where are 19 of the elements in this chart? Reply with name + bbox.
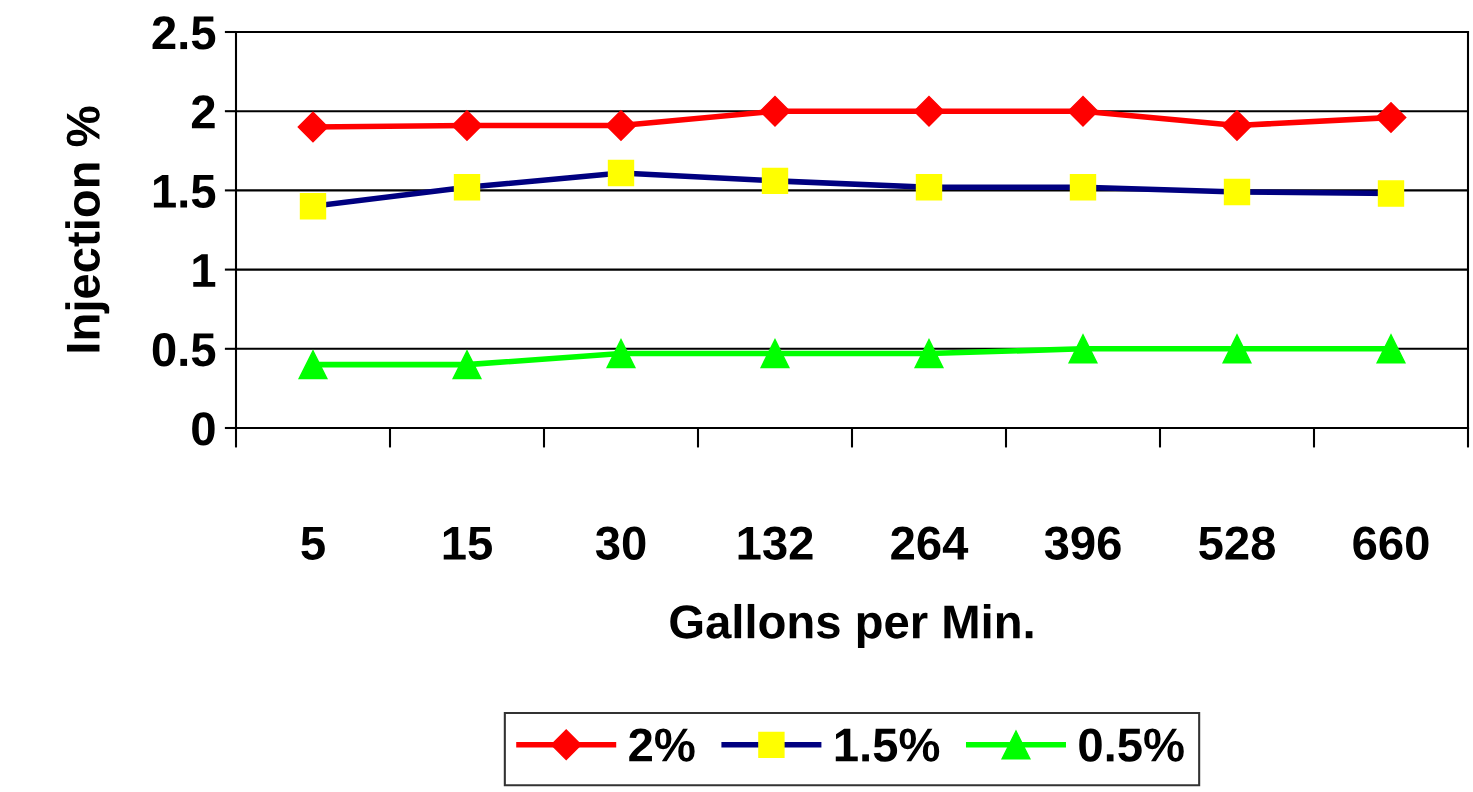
- x-tick-label: 660: [1353, 526, 1429, 560]
- x-tick-label: 396: [1044, 526, 1121, 560]
- x-tick-label: 15: [443, 526, 492, 560]
- x-tick-label: 5: [301, 526, 325, 560]
- legend-label: 0.5%: [1079, 728, 1184, 762]
- y-axis-title: Injection %: [65, 106, 110, 352]
- y-tick-label: 0.5: [152, 332, 216, 367]
- legend-label: 1.5%: [835, 728, 940, 762]
- y-tick-label: 2: [191, 95, 215, 129]
- x-tick-label: 30: [595, 526, 646, 560]
- y-tick-label: 1.5: [153, 175, 216, 208]
- legend-label: 2%: [629, 728, 695, 762]
- y-tick-label: 0: [192, 412, 215, 446]
- x-tick-label: 264: [891, 526, 969, 560]
- x-tick-label: 132: [738, 526, 813, 560]
- x-axis-title: Gallons per Min.: [670, 603, 1033, 648]
- x-tick-label: 528: [1199, 526, 1275, 560]
- y-tick-label: 1: [193, 254, 216, 287]
- y-tick-label: 2.5: [152, 16, 216, 50]
